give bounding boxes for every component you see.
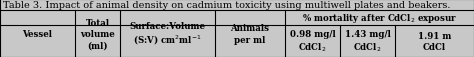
Text: Vessel: Vessel <box>22 29 53 38</box>
Text: Surface:Volume
(S:V) cm$^2$ml$^{-1}$: Surface:Volume (S:V) cm$^2$ml$^{-1}$ <box>129 21 206 46</box>
Text: % mortality after CdCl$_2$ exposur: % mortality after CdCl$_2$ exposur <box>302 12 457 25</box>
Text: 1.91 m
CdCl: 1.91 m CdCl <box>418 31 451 51</box>
Text: 1.43 mg/l
CdCl$_2$: 1.43 mg/l CdCl$_2$ <box>345 29 391 53</box>
Text: 0.98 mg/l
CdCl$_2$: 0.98 mg/l CdCl$_2$ <box>290 29 336 53</box>
Text: Animals
per ml: Animals per ml <box>230 24 270 44</box>
Text: Table 3. Impact of animal density on cadmium toxicity using multiwell plates and: Table 3. Impact of animal density on cad… <box>3 1 450 10</box>
Text: Total
volume
(ml): Total volume (ml) <box>80 19 115 49</box>
